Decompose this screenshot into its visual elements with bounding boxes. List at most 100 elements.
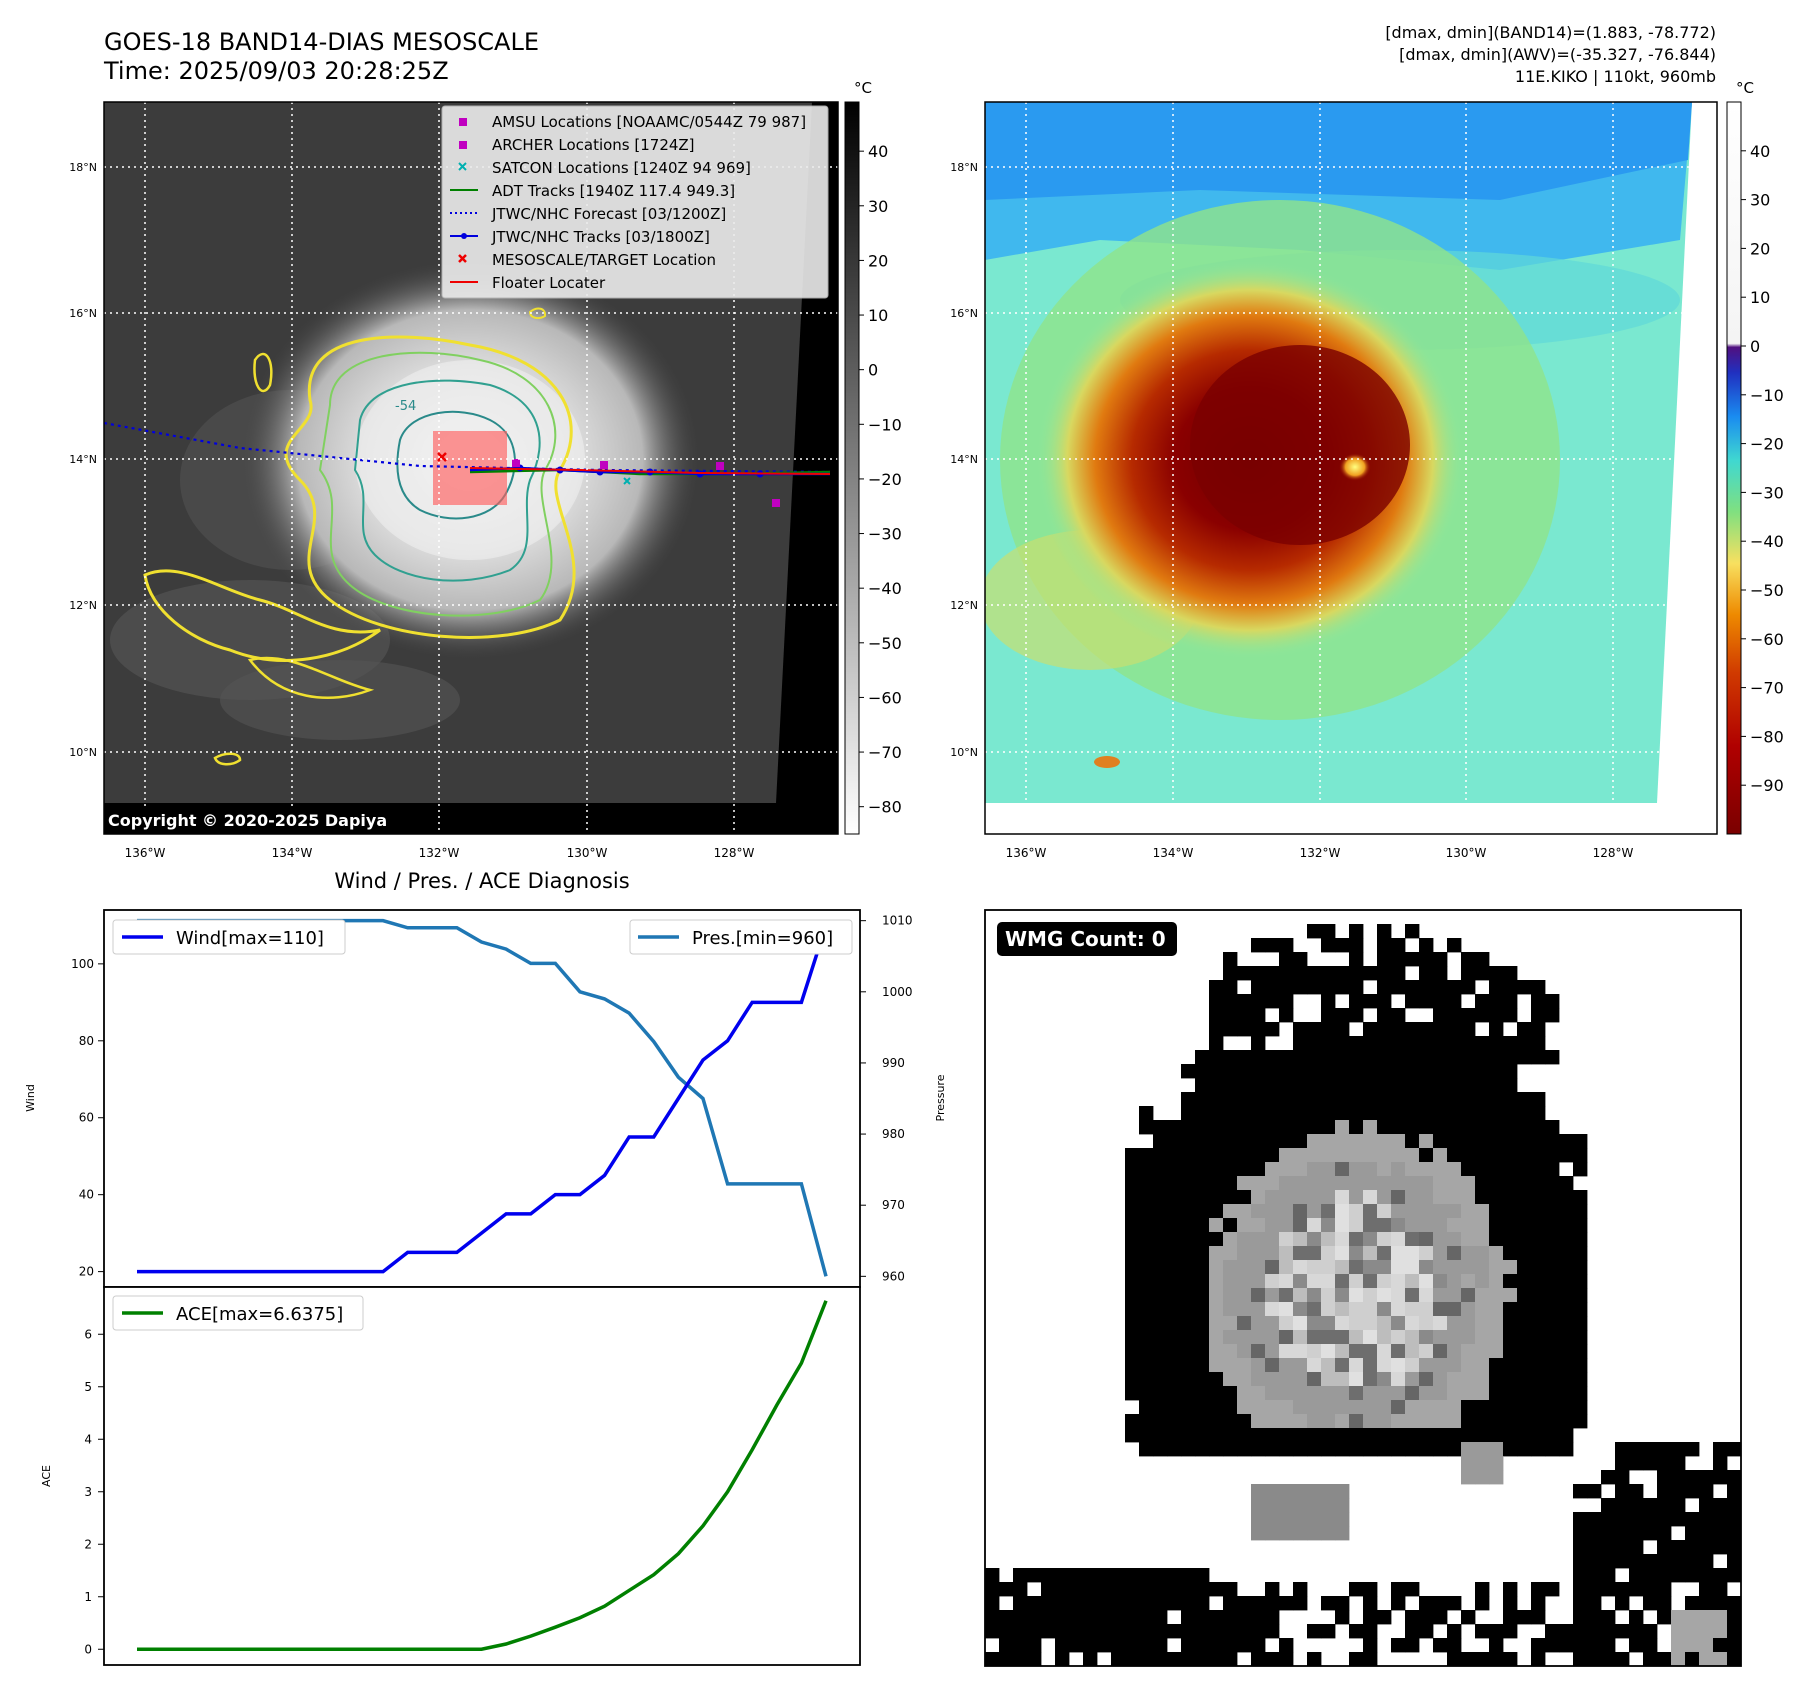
ir-image: -54 [104,102,838,834]
awv-panel: 18°N 16°N 14°N 12°N 10°N 136°W 134°W 132… [950,79,1784,860]
wind-line [137,924,828,1274]
awv-lon-136: 136°W [1006,846,1047,860]
wind-legend: Wind[max=110] [112,919,346,955]
awv-lon-134: 134°W [1153,846,1194,860]
ir-colorbar-tick: 10 [868,306,888,325]
awv-colorbar-unit: °C [1736,79,1754,97]
pressure-tick-label: 1010 [882,914,913,928]
wmg-count-label: WMG Count: 0 [1005,927,1166,951]
copyright: Copyright © 2020-2025 Dapiya [108,811,387,830]
awv-lat-18: 18°N [950,161,978,174]
ir-colorbar-tick: 20 [868,251,888,270]
ir-lat-10: 10°N [69,746,97,759]
pressure-tick-label: 970 [882,1198,905,1212]
ir-colorbar: °C 40 30 20 10 0 −10 −20 −30 −40 −50 −60 −70 −80 [844,79,902,835]
ir-colorbar-tick: −70 [868,743,902,762]
legend-target: MESOSCALE/TARGET Location [492,251,716,269]
stats-line1: [dmax, dmin](BAND14)=(1.883, -78.772) [1385,23,1716,42]
ir-lat-12: 12°N [69,599,97,612]
ir-colorbar-tick: −10 [868,415,902,434]
ir-contour-label: -54 [395,399,416,414]
awv-image [985,102,1717,834]
legend-forecast: JTWC/NHC Forecast [03/1200Z] [491,205,726,223]
ir-lat-14: 14°N [69,453,97,466]
ir-lon-128: 128°W [714,846,755,860]
ir-colorbar-tick: 30 [868,197,888,216]
pressure-legend: Pres.[min=960] [629,919,853,955]
ir-lon-132: 132°W [419,846,460,860]
awv-colorbar-tick: −30 [1750,483,1784,502]
awv-colorbar-tick: −70 [1750,679,1784,698]
wmg-grid [985,924,1742,1667]
ir-panel: -54 [69,79,902,860]
ir-colorbar-tick: −40 [868,579,902,598]
wind-tick-label: 20 [79,1265,94,1279]
awv-colorbar-tick: −60 [1750,630,1784,649]
awv-colorbar-tick: −50 [1750,581,1784,600]
pressure-tick-label: 960 [882,1269,905,1283]
ace-tick-label: 2 [84,1537,92,1551]
ir-colorbar-tick: −80 [868,798,902,817]
awv-colorbar-tick: 40 [1750,142,1770,161]
awv-colorbar-tick: −10 [1750,386,1784,405]
ace-tick-label: 0 [84,1642,92,1656]
awv-colorbar-tick: 10 [1750,288,1770,307]
wind-pressure-chart: Wind Pressure 20 40 60 80 100 960 970 980 990 10… [24,909,947,1288]
ace-chart: ACE 0 1 2 3 4 5 6 ACE[max=6.6375] [40,1286,861,1666]
ir-colorbar-tick: −20 [868,470,902,489]
ace-legend-label: ACE[max=6.6375] [176,1304,343,1325]
ir-colorbar-tick: 0 [868,361,878,380]
legend-floater: Floater Locater [492,274,606,292]
wind-tick-label: 100 [71,957,94,971]
ir-lat-16: 16°N [69,307,97,320]
pressure-tick-label: 990 [882,1056,905,1070]
stats-line3: 11E.KIKO | 110kt, 960mb [1515,67,1716,86]
ir-lat-18: 18°N [69,161,97,174]
legend-amsu: AMSU Locations [NOAAMC/0544Z 79 987] [492,113,806,131]
title-line1: GOES-18 BAND14-DIAS MESOSCALE [104,28,539,56]
legend-adt: ADT Tracks [1940Z 117.4 949.3] [492,182,735,200]
wind-tick-label: 40 [79,1188,94,1202]
ace-legend: ACE[max=6.6375] [112,1295,364,1331]
ir-colorbar-tick: −60 [868,688,902,707]
ace-axis-label: ACE [40,1465,53,1487]
pressure-legend-label: Pres.[min=960] [692,928,833,949]
title-line2: Time: 2025/09/03 20:28:25Z [103,57,449,85]
awv-colorbar-tick: 0 [1750,337,1760,356]
pressure-tick-label: 1000 [882,985,913,999]
ace-tick-label: 6 [84,1327,92,1341]
awv-colorbar-tick: 30 [1750,191,1770,210]
awv-colorbar-tick: −80 [1750,727,1784,746]
ir-lon-136: 136°W [125,846,166,860]
wind-tick-label: 80 [79,1034,94,1048]
awv-lon-128: 128°W [1593,846,1634,860]
wind-axis-label: Wind [24,1084,37,1112]
ir-colorbar-tick: 40 [868,142,888,161]
ir-lon-134: 134°W [272,846,313,860]
ir-colorbar-tick: −50 [868,634,902,653]
awv-colorbar-tick: −20 [1750,435,1784,454]
awv-lat-14: 14°N [950,453,978,466]
awv-colorbar: °C 40 30 20 10 0 −10 −20 −30 −40 −50 −60 −70 −80 −90 [1726,79,1784,835]
legend-tracks: JTWC/NHC Tracks [03/1800Z] [491,228,710,246]
legend-archer: ARCHER Locations [1724Z] [492,136,695,154]
awv-colorbar-tick: 20 [1750,239,1770,258]
awv-lon-132: 132°W [1300,846,1341,860]
ir-colorbar-unit: °C [854,79,872,97]
ace-tick-label: 5 [84,1380,92,1394]
pressure-axis-label: Pressure [934,1074,947,1121]
awv-lon-130: 130°W [1446,846,1487,860]
wind-tick-label: 60 [79,1111,94,1125]
legend-satcon: SATCON Locations [1240Z 94 969] [492,159,751,177]
awv-lat-10: 10°N [950,746,978,759]
awv-lat-16: 16°N [950,307,978,320]
awv-colorbar-tick: −90 [1750,776,1784,795]
ace-tick-label: 1 [84,1590,92,1604]
wind-legend-label: Wind[max=110] [176,928,324,949]
pressure-tick-label: 980 [882,1127,905,1141]
ace-tick-label: 3 [84,1485,92,1499]
ir-colorbar-tick: −30 [868,525,902,544]
ir-lon-130: 130°W [567,846,608,860]
ir-legend: AMSU Locations [NOAAMC/0544Z 79 987] ARC… [441,105,829,299]
